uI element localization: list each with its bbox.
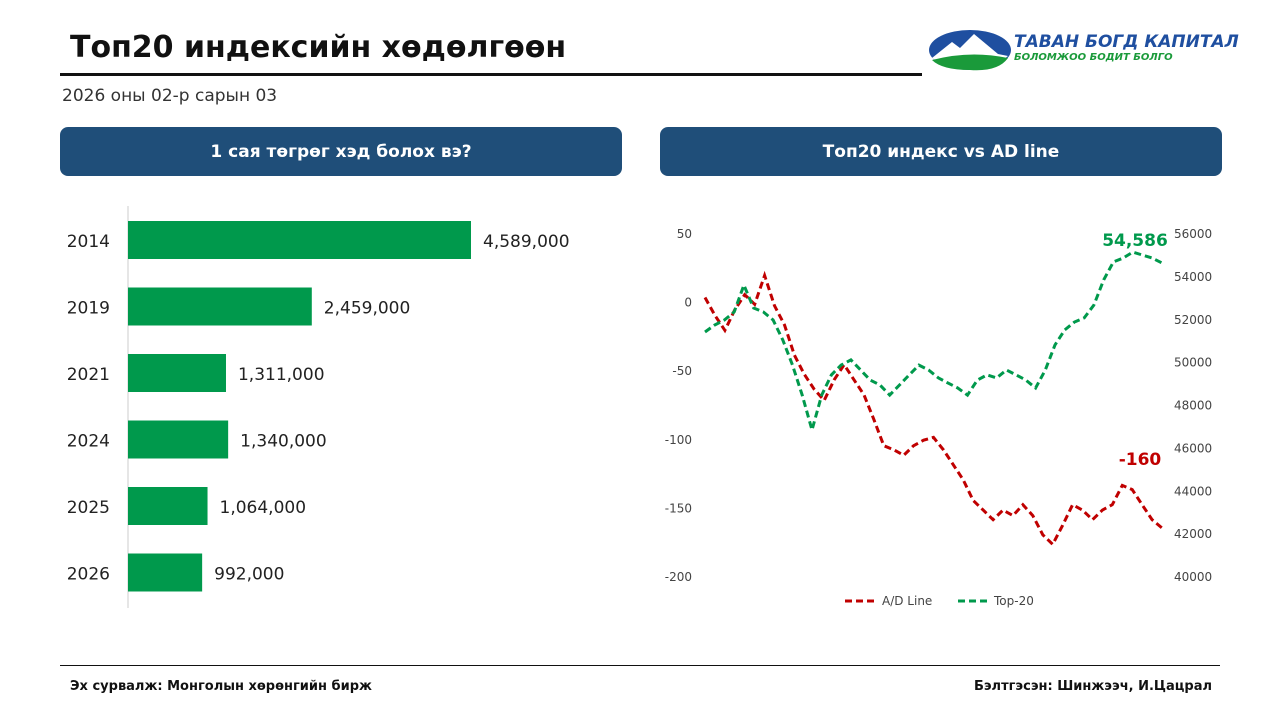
company-logo: ТАВАН БОГД КАПИТАЛ БОЛОМЖОО БОДИТ БОЛГО <box>928 28 1239 72</box>
bar <box>128 487 208 525</box>
bar <box>128 287 312 326</box>
bar-category-label: 2014 <box>67 232 110 252</box>
mountain-logo-icon <box>929 30 1011 71</box>
bar-category-label: 2019 <box>67 299 110 319</box>
bar-category-label: 2025 <box>67 498 110 518</box>
line-chart-header: Топ20 индекс vs AD line <box>660 127 1222 176</box>
right-axis-tick: 50000 <box>1174 356 1212 370</box>
logo-slogan: БОЛОМЖОО БОДИТ БОЛГО <box>1014 52 1173 63</box>
bar-category-label: 2024 <box>67 432 110 452</box>
top20-series <box>704 250 1163 436</box>
footer-divider <box>60 665 1220 666</box>
right-axis-tick: 46000 <box>1174 441 1212 455</box>
right-axis-tick: 56000 <box>1174 227 1212 241</box>
legend-ad-label: A/D Line <box>882 594 932 608</box>
ad-line-series <box>703 270 1163 547</box>
bar-value-label: 2,459,000 <box>324 299 411 319</box>
bar <box>128 553 203 592</box>
line-chart: 50 0 -50 -100 -150 -200 56000 54000 52000 50000 48… <box>665 227 1212 608</box>
left-axis-tick: 0 <box>684 296 692 310</box>
bar-category-label: 2021 <box>67 365 110 385</box>
right-axis-tick: 52000 <box>1174 313 1212 327</box>
right-axis-tick: 54000 <box>1174 270 1212 284</box>
ad-last-label: -160 <box>1119 450 1162 470</box>
left-axis-tick: -200 <box>665 570 692 584</box>
bar <box>128 420 229 459</box>
left-axis-tick: -100 <box>665 433 692 447</box>
right-axis-tick: 40000 <box>1174 570 1212 584</box>
right-axis-tick: 48000 <box>1174 399 1212 413</box>
bar-category-label: 2026 <box>67 565 110 585</box>
top20-last-label: 54,586 <box>1102 231 1168 251</box>
bar-chart-header: 1 сая төгрөг хэд болох вэ? <box>60 127 622 176</box>
bar-chart: 2014 4,589,000 2019 2,459,000 2021 1,311,000 2… <box>67 206 570 608</box>
bar-value-label: 4,589,000 <box>483 232 570 252</box>
logo-name: ТАВАН БОГД КАПИТАЛ <box>1014 32 1239 52</box>
bar-value-label: 992,000 <box>214 565 284 585</box>
right-axis-tick: 42000 <box>1174 527 1212 541</box>
report-date: 2026 оны 02-р сарын 03 <box>62 86 278 106</box>
left-axis-tick: 50 <box>677 227 692 241</box>
title-divider <box>60 73 922 76</box>
bar-value-label: 1,064,000 <box>220 498 307 518</box>
bar <box>128 221 471 259</box>
author-note: Бэлтгэсэн: Шинжээч, И.Цацрал <box>973 679 1212 694</box>
right-axis-tick: 44000 <box>1174 484 1212 498</box>
bar <box>128 354 226 392</box>
left-axis-tick: -50 <box>672 364 692 378</box>
source-note: Эх сурвалж: Монголын хөрөнгийн бирж <box>70 679 372 694</box>
legend-top20-label: Top-20 <box>993 594 1034 608</box>
bar-value-label: 1,311,000 <box>238 365 325 385</box>
page-title: Топ20 индексийн хөдөлгөөн <box>70 30 567 65</box>
left-axis-tick: -150 <box>665 501 692 515</box>
bar-value-label: 1,340,000 <box>240 432 327 452</box>
